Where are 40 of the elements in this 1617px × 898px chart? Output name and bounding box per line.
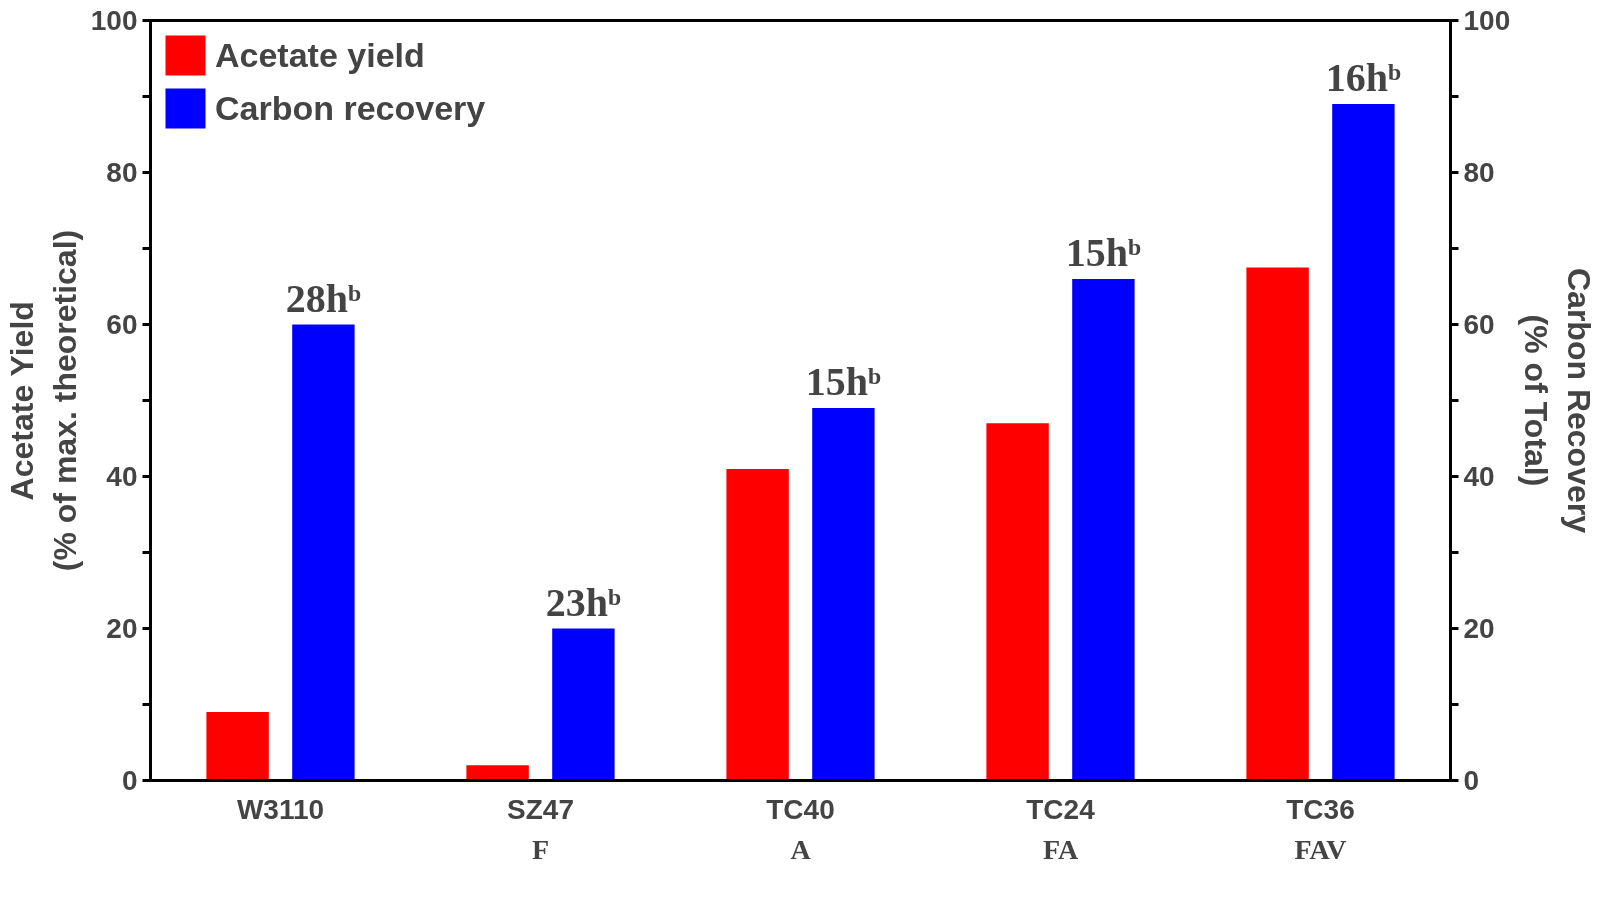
y-tick-label: 40: [106, 461, 138, 492]
text: A: [790, 833, 812, 865]
y-tick-label: 0: [121, 765, 138, 796]
x-tick-label: TC36: [1286, 793, 1355, 825]
y-tick-label: 60: [106, 309, 138, 340]
y2-axis-title: Carbon Recovery (% of Total): [1518, 268, 1598, 534]
y-tick-label: 80: [106, 157, 138, 188]
x-tick-label: TC24: [1026, 793, 1096, 825]
annotation: 23hᵇ: [545, 579, 622, 625]
bar: [1332, 104, 1395, 781]
bar: [812, 408, 875, 781]
y2-tick-label: 0: [1463, 765, 1480, 796]
y2-tick-label: 20: [1463, 613, 1495, 644]
bar: [466, 765, 529, 781]
y2-tick-label: 100: [1463, 5, 1511, 36]
bar: [206, 712, 269, 781]
bar: [726, 468, 789, 781]
annotation: 28hᵇ: [285, 275, 362, 321]
bar: [986, 423, 1049, 781]
text: F: [531, 833, 550, 865]
y-tick-label: 20: [106, 613, 138, 644]
y2-tick-label: 80: [1463, 157, 1495, 188]
x-tick-label: SZ47: [507, 793, 574, 825]
annotation: 16hᵇ: [1325, 55, 1402, 101]
text: FAV: [1294, 833, 1347, 865]
legend-label: Carbon recovery: [215, 88, 486, 128]
text: FA: [1042, 833, 1079, 865]
y-axis-title: Acetate Yield (% of max. theoretical): [3, 229, 83, 572]
annotation: 15hᵇ: [805, 359, 882, 405]
bar: [292, 324, 355, 781]
x-tick-label: TC40: [766, 793, 835, 825]
y-tick-label: 100: [90, 5, 138, 36]
x-tick-label: W3110: [236, 793, 325, 825]
y2-tick-label: 40: [1463, 461, 1495, 492]
bar: [1246, 267, 1309, 781]
bar: [552, 628, 615, 781]
bar: [1072, 278, 1135, 781]
legend-label: Acetate yield: [215, 35, 425, 75]
y2-tick-label: 60: [1463, 309, 1495, 340]
annotation: 15hᵇ: [1065, 229, 1142, 275]
